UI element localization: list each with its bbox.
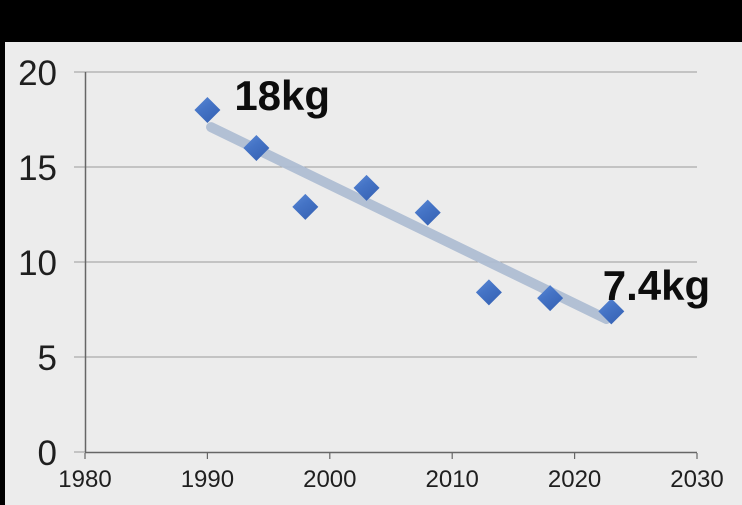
y-tick-label-20: 20 — [18, 54, 57, 93]
x-tick-label-2030: 2030 — [670, 466, 723, 493]
y-tick-label-0: 0 — [38, 434, 57, 473]
data-point-marker-2003 — [353, 174, 380, 201]
y-tick-label-15: 15 — [18, 149, 57, 188]
y-tick-label-5: 5 — [38, 339, 57, 378]
top-black-border — [0, 0, 742, 42]
data-point-marker-2023 — [598, 298, 625, 325]
data-point-marker-2013 — [475, 279, 502, 306]
annotation-last-value-label: 7.4kg — [603, 262, 710, 309]
x-tick-label-1980: 1980 — [58, 466, 111, 493]
data-point-marker-1994 — [243, 135, 270, 161]
x-tick-label-1990: 1990 — [181, 466, 234, 493]
annotation-first-value-label: 18kg — [234, 72, 330, 119]
y-tick-label-10: 10 — [18, 244, 57, 283]
trendline — [206, 122, 612, 324]
left-black-border — [0, 0, 5, 505]
data-point-marker-1998 — [292, 193, 319, 220]
data-point-marker-2008 — [414, 199, 441, 226]
data-point-marker-1990 — [194, 97, 221, 123]
x-tick-label-2020: 2020 — [548, 466, 601, 493]
x-tick-label-2010: 2010 — [426, 466, 479, 493]
data-point-marker-2018 — [537, 285, 564, 312]
x-tick-label-2000: 2000 — [303, 466, 356, 493]
